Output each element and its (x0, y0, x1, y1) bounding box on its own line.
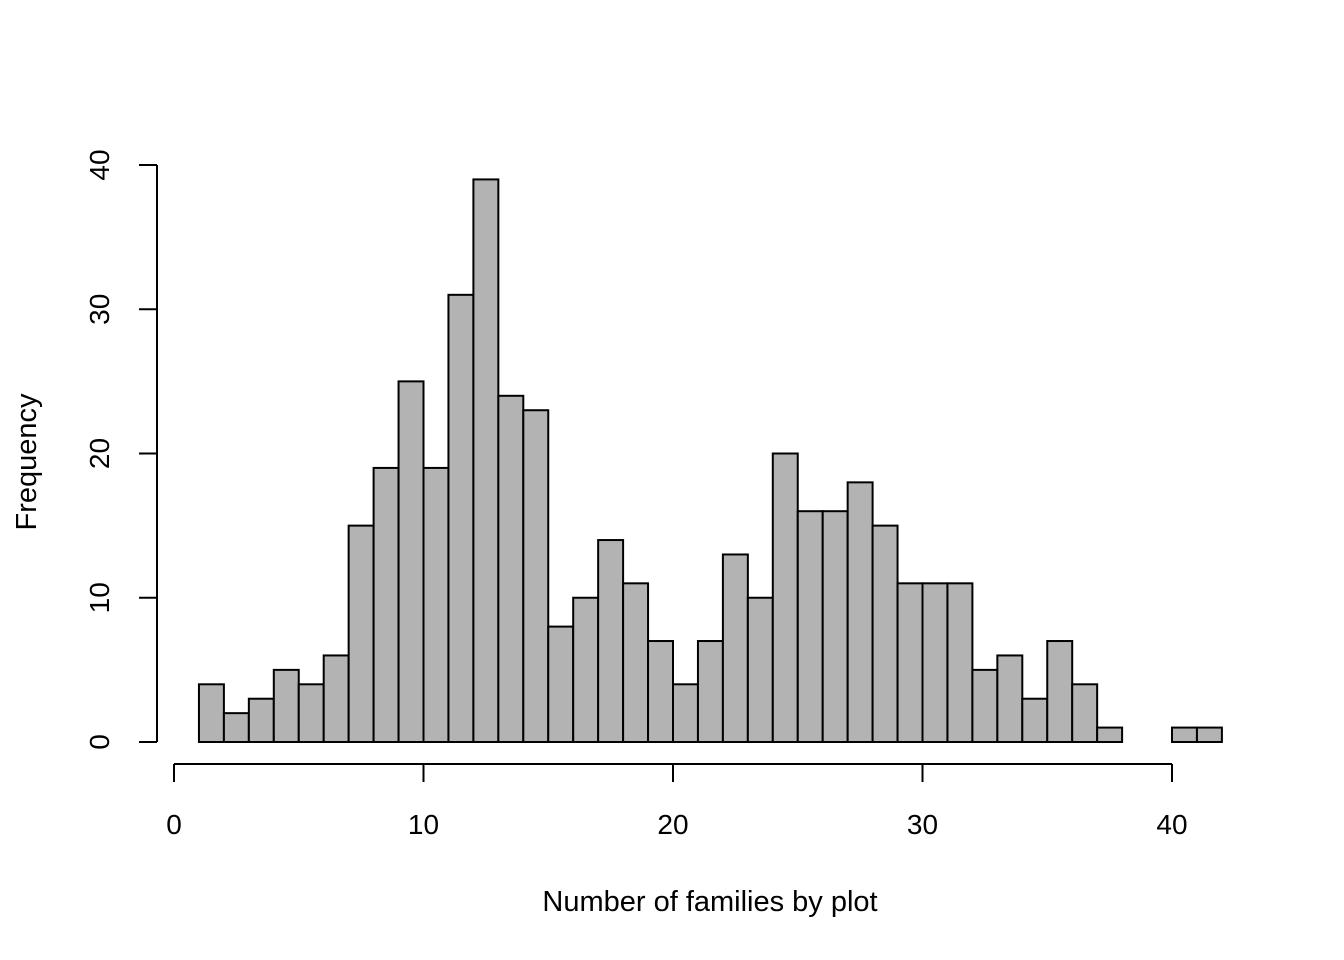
histogram-bar (746, 596, 774, 743)
histogram-bar (372, 466, 400, 743)
y-tick-label: 20 (84, 438, 115, 469)
histogram-bar (721, 553, 749, 743)
histogram-bar (871, 524, 899, 743)
histogram-bar (821, 510, 849, 744)
y-axis: 0 10 20 30 40 (84, 149, 158, 750)
histogram-bar (946, 582, 974, 744)
x-axis-title: Number of families by plot (542, 886, 877, 918)
histogram-bar (1096, 726, 1124, 744)
histogram-bar (971, 668, 999, 743)
y-tick-label: 40 (84, 149, 115, 180)
y-axis-title: Frequency (11, 393, 43, 531)
x-tick-label: 20 (657, 809, 688, 840)
histogram-bar (572, 596, 600, 743)
histogram-bar (896, 582, 924, 744)
histogram-bar (347, 524, 375, 743)
histogram-bar (247, 697, 275, 743)
histogram-bar (1071, 683, 1099, 743)
histogram-bar (672, 683, 699, 743)
histogram-bar (846, 481, 874, 743)
bars-group (197, 178, 1223, 744)
histogram-bar (547, 625, 575, 743)
histogram-bar (1195, 726, 1223, 744)
histogram-bar (796, 510, 824, 744)
histogram-bar (522, 409, 550, 743)
y-tick-label: 0 (84, 734, 115, 750)
histogram-bar (272, 668, 300, 743)
histogram-bar (1046, 640, 1074, 744)
histogram-bar (622, 582, 650, 744)
histogram-bar (921, 582, 949, 744)
histogram-bar (422, 466, 450, 743)
histogram-bar (322, 654, 350, 744)
x-tick-label: 40 (1156, 809, 1187, 840)
histogram-bar (597, 539, 625, 743)
histogram-bar (497, 394, 525, 743)
histogram-bar (197, 683, 225, 743)
histogram-bar (647, 640, 674, 744)
histogram-bar (771, 452, 799, 743)
histogram-bar (222, 712, 250, 744)
histogram-bar (397, 380, 425, 743)
histogram-bar (297, 683, 325, 743)
histogram-bar (472, 178, 500, 744)
x-tick-label: 0 (166, 809, 182, 840)
x-tick-label: 30 (907, 809, 938, 840)
y-tick-label: 10 (84, 582, 115, 613)
x-axis: 0 10 20 30 40 (166, 763, 1188, 840)
x-tick-label: 10 (408, 809, 439, 840)
histogram-bar (1171, 726, 1198, 744)
histogram-bar (996, 654, 1024, 744)
histogram-bar (447, 293, 475, 743)
y-tick-label: 30 (84, 294, 115, 325)
histogram-bar (1021, 697, 1049, 743)
histogram-bar (696, 640, 724, 744)
